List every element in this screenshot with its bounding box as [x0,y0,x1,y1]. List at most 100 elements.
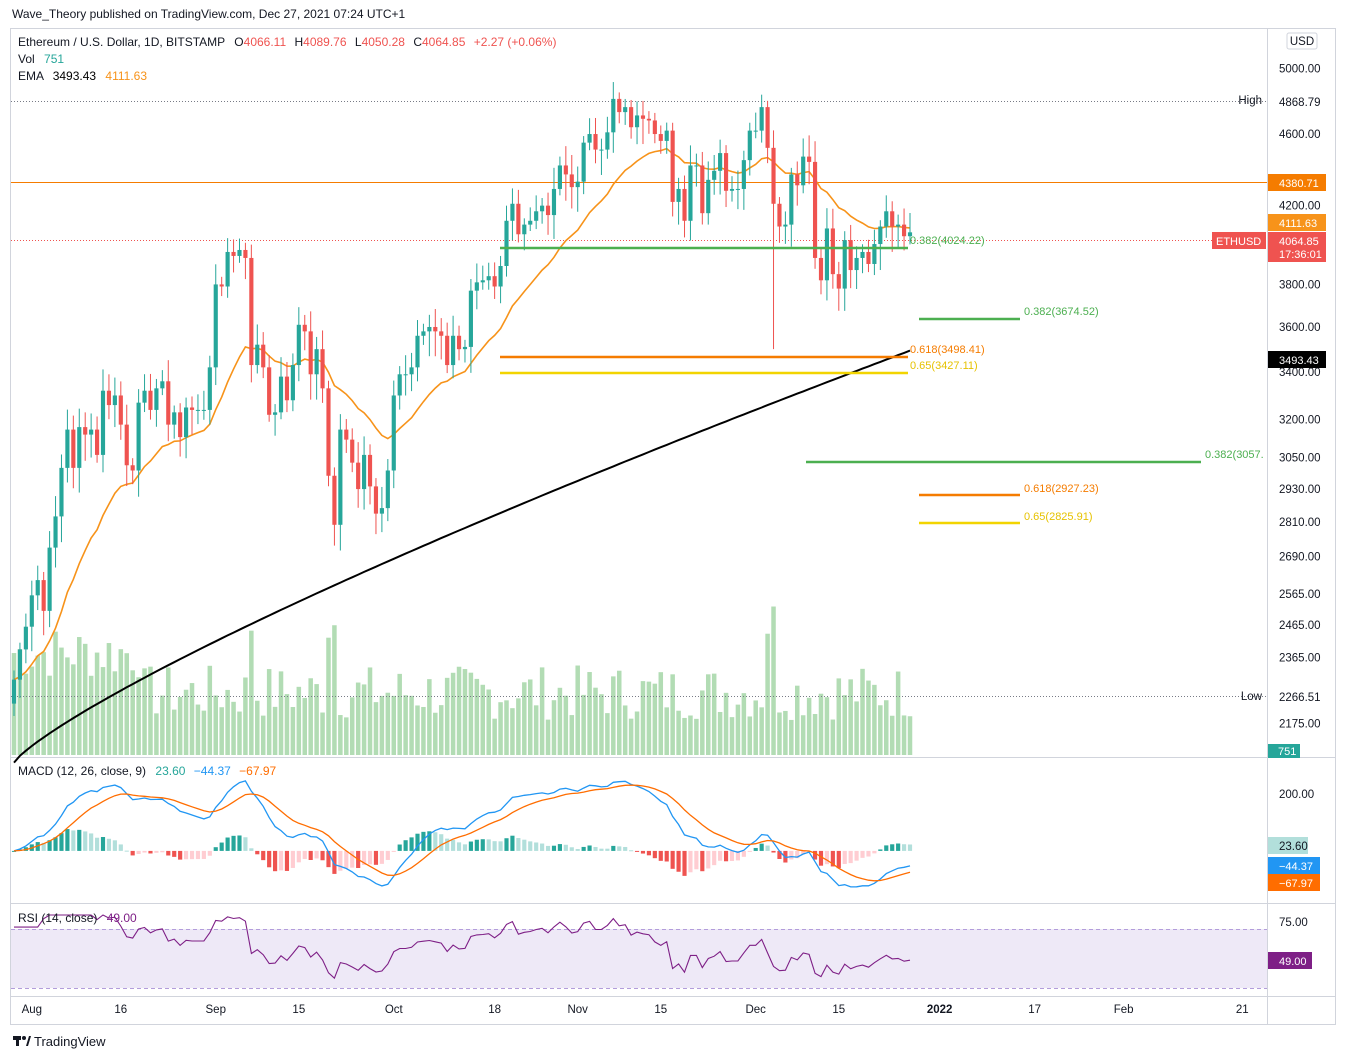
macd-histogram-bar [670,850,675,869]
candle-body [706,179,711,214]
candle-body [563,165,568,175]
tradingview-logo[interactable]: TradingView [13,1034,106,1049]
macd-histogram-bar [172,850,177,857]
candle-body [89,429,94,435]
candle-body [516,203,521,235]
candle-body [338,429,343,525]
macd-histogram-bar [53,837,58,851]
macd-histogram-bar [278,850,284,871]
volume-bar [438,705,444,755]
volume-bar [332,625,337,755]
volume-bar [486,689,491,755]
candle-body [445,335,450,366]
candle-body [569,174,574,188]
macd-histogram-bar [712,850,717,866]
rsi-series[interactable] [14,914,911,980]
fib-label-0382-a: 0.382(4024.22) [910,235,985,247]
candle [350,428,355,473]
candle [818,246,824,295]
candle-body [302,324,307,332]
volume-bar [154,713,159,755]
macd-histogram-bar [676,850,681,872]
candle [59,454,64,543]
candle-body [219,284,224,287]
macd-histogram-bar [456,842,462,851]
time-tick: Feb [1114,1004,1134,1016]
time-tick: Aug [22,1004,42,1016]
candle-body [789,174,794,225]
candle [812,141,818,269]
candle [587,118,592,151]
candle [801,138,806,194]
candle-body [184,407,189,438]
candle-body [124,424,129,466]
macd-histogram-bar [605,848,610,851]
macd-histogram-bar [522,839,527,851]
volume-bar [385,692,391,755]
candle [106,374,112,420]
volume-bar [480,684,486,755]
macd-histogram-bar [581,846,586,851]
macd-histogram-bar [872,850,877,854]
macd-histogram-bar [723,850,729,862]
macd-histogram-bar [818,850,824,866]
macd-histogram-bar [480,839,485,851]
macd-histogram-bar [326,850,331,868]
close-label: C [413,35,422,49]
candle-body [474,282,479,291]
macd-histogram-bar [551,845,557,851]
candle [255,324,260,374]
currency-button[interactable]: USD [1286,32,1318,50]
macd-histogram-bar [112,840,117,851]
candle [166,360,171,442]
candle-body [231,251,236,256]
candle [723,145,729,208]
candle [237,238,242,263]
macd-histogram-bar [373,850,379,865]
macd-pane[interactable] [11,780,913,888]
volume-bar [676,710,681,755]
candle-body [629,107,634,128]
candle-body [812,161,818,258]
fib-label-0382-c: 0.382(3057. [1205,449,1264,461]
volume-bar [474,678,480,755]
candle [907,213,913,245]
candle-body [326,388,331,476]
candle-body [112,395,117,406]
candle-body [213,284,218,368]
volume-bar [53,631,58,755]
fib-retracements[interactable]: 0.382(4024.22) 0.382(3674.52) 0.618(3498… [500,235,1264,525]
price-tick: 5000.00 [1279,63,1321,75]
candle [23,613,28,664]
svg-text:Vol 751: Vol 751 [18,52,64,66]
candle-body [795,174,800,186]
macd-histogram-bar [184,850,189,860]
price-axis[interactable]: 5000.004800.004600.004200.003800.003600.… [1279,63,1321,730]
volume-bar [504,700,509,755]
macd-histogram-bar [789,850,794,860]
volume-label: Vol [18,52,35,66]
candle-body [415,335,420,368]
volume-bar [700,690,705,755]
candle-body [712,170,717,180]
candle-body [385,470,390,509]
volume-bars [11,606,913,755]
volume-bar [433,712,438,755]
symbol-legend[interactable]: Ethereum / U.S. Dollar, 1D, BITSTAMP O40… [18,35,556,83]
macd-histogram-bar [486,839,491,851]
candle-body [575,181,580,188]
macd-title: MACD (12, 26, close, 9) [18,764,146,778]
candle [112,377,117,428]
rsi-band [11,929,1267,988]
rsi-title: RSI (14, close) [18,911,97,925]
macd-histogram-bar [89,833,94,851]
volume-bar [409,695,414,755]
candle [409,352,414,392]
time-axis[interactable]: Aug 16 Sep 15 Oct 18 Nov 15 Dec 15 2022 17 Feb 21 [22,1004,1249,1016]
candle-body [462,346,468,350]
countdown-value: 17:36:01 [1279,249,1322,261]
volume-bar [88,675,94,755]
candle-body [492,276,497,287]
candle [160,370,165,396]
